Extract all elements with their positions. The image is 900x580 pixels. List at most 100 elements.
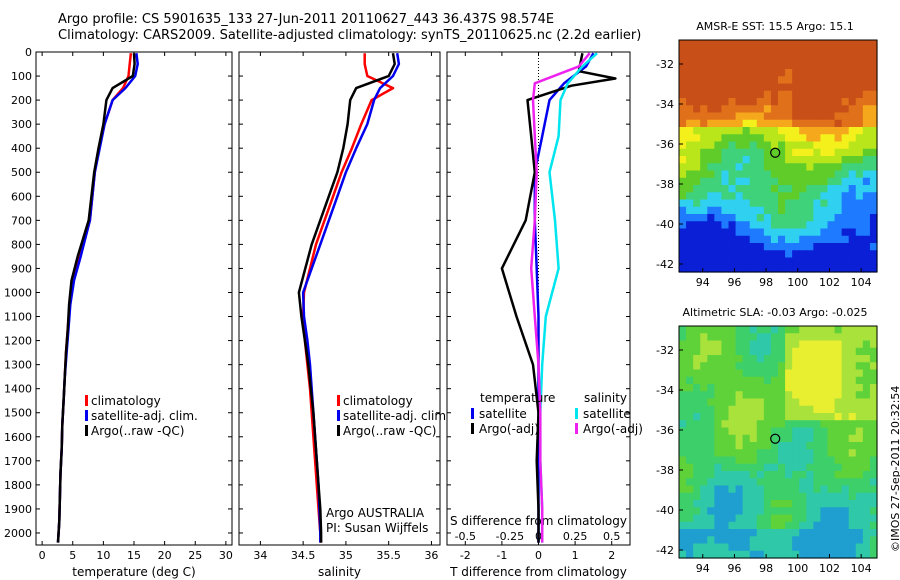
- map-cell: [707, 340, 715, 349]
- map-cell: [700, 163, 708, 172]
- map-cell: [827, 90, 836, 99]
- map-cell: [813, 141, 822, 150]
- map-cell: [700, 514, 708, 523]
- map-cell: [700, 391, 708, 400]
- map-cell: [756, 427, 765, 436]
- map-cell: [855, 235, 864, 244]
- map-cell: [841, 76, 850, 85]
- x-tick-label: 2: [608, 549, 615, 562]
- map-cell: [679, 163, 687, 172]
- map-cell: [756, 243, 765, 251]
- map-cell: [841, 398, 850, 407]
- map-cell: [869, 536, 878, 545]
- map-cell: [862, 420, 871, 429]
- map-cell: [679, 529, 687, 537]
- map-cell: [778, 141, 786, 150]
- map-cell: [714, 463, 723, 472]
- map-cell: [693, 148, 701, 157]
- map-cell: [742, 228, 751, 237]
- map-cell: [756, 550, 765, 559]
- map-cell: [721, 163, 730, 172]
- map-cell: [869, 47, 878, 56]
- map-cell: [749, 148, 758, 157]
- map-cell: [785, 156, 793, 164]
- x-tick-label: 15: [127, 549, 141, 562]
- map-cell: [869, 54, 878, 63]
- map-cell: [785, 355, 793, 363]
- map-cell: [855, 355, 864, 363]
- map-cell: [799, 355, 807, 363]
- map-cell: [848, 485, 857, 494]
- map-cell: [855, 449, 864, 458]
- map-cell: [862, 514, 871, 523]
- profile-panel-2: 34 34.5 35 35.5 36salinityclimatologysatelli…: [238, 51, 450, 579]
- y-tick-label: 1400: [4, 383, 32, 396]
- map-cell: [813, 326, 822, 334]
- map-cell: [756, 514, 765, 523]
- map-cell: [770, 449, 779, 458]
- map-cell: [834, 250, 843, 259]
- map-cell: [728, 214, 737, 222]
- map-cell: [785, 529, 793, 537]
- map-cell: [756, 500, 765, 508]
- map-cell: [785, 485, 793, 494]
- map-cell: [742, 347, 751, 356]
- map-cell: [693, 40, 701, 48]
- map-cell: [778, 83, 786, 92]
- map-cell: [799, 134, 807, 143]
- map-cell: [792, 449, 800, 458]
- map-cell: [707, 449, 715, 458]
- y-tick-label: -34: [656, 384, 674, 397]
- map-cell: [813, 235, 822, 244]
- map-cell: [707, 61, 715, 70]
- map-cell: [792, 405, 800, 414]
- map-cell: [827, 141, 836, 150]
- x-tick-label: 104: [851, 276, 872, 289]
- map-cell: [785, 199, 793, 208]
- map-cell: [686, 376, 694, 385]
- map-cell: [806, 500, 814, 508]
- x-tick-label: 102: [819, 562, 840, 575]
- map-cell: [700, 347, 708, 356]
- map-cell: [763, 243, 772, 251]
- map-cell: [785, 105, 793, 114]
- map-cell: [707, 369, 715, 378]
- map-cell: [679, 47, 687, 56]
- map-cell: [806, 98, 814, 106]
- map-cell: [763, 355, 772, 363]
- map-cell: [799, 376, 807, 385]
- map-cell: [841, 61, 850, 70]
- map-cell: [679, 398, 687, 407]
- map-cell: [813, 250, 822, 259]
- map-cell: [862, 507, 871, 516]
- map-cell: [855, 127, 864, 135]
- map-cell: [686, 420, 694, 429]
- map-cell: [770, 362, 779, 371]
- map-cell: [686, 127, 694, 135]
- map-cell: [686, 105, 694, 114]
- map-cell: [827, 185, 836, 193]
- map-cell: [841, 163, 850, 172]
- map-cell: [799, 463, 807, 472]
- map-cell: [693, 170, 701, 179]
- map-cell: [756, 199, 765, 208]
- map-cell: [834, 449, 843, 458]
- map-cell: [827, 355, 836, 363]
- map-cell: [799, 434, 807, 443]
- map-cell: [686, 119, 694, 128]
- map-cell: [848, 333, 857, 342]
- map-cell: [714, 243, 723, 251]
- map-cell: [785, 47, 793, 56]
- map-cell: [728, 98, 737, 106]
- map-cell: [707, 250, 715, 259]
- map-cell: [792, 478, 800, 487]
- map-cell: [742, 141, 751, 150]
- map-cell: [841, 536, 850, 545]
- map-cell: [756, 369, 765, 378]
- map-cell: [792, 228, 800, 237]
- map-cell: [778, 119, 786, 128]
- map-cell: [820, 156, 829, 164]
- map-cell: [686, 40, 694, 48]
- map-cell: [686, 199, 694, 208]
- map-cell: [792, 61, 800, 70]
